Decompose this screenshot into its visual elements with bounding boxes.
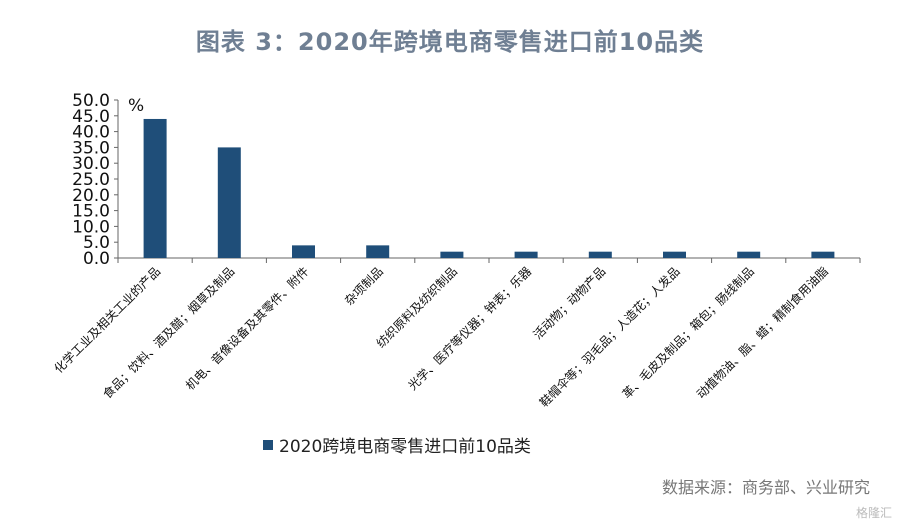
chart-title: 图表 3：2020年跨境电商零售进口前10品类 (195, 28, 705, 56)
y-tick-label: 45.0 (72, 107, 110, 127)
source-note: 数据来源：商务部、兴业研究 (661, 478, 870, 497)
bar (292, 245, 315, 258)
y-tick-label: 35.0 (72, 138, 110, 158)
x-tick-label: 活动物；动物产品 (531, 264, 609, 342)
y-tick-label: 25.0 (72, 170, 110, 190)
legend-label: 2020跨境电商零售进口前10品类 (279, 437, 531, 457)
bar (737, 251, 761, 258)
x-tick-label: 机电、音像设备及其零件、附件 (182, 264, 311, 393)
x-tick-label: 革、毛皮及制品；箱包；肠线制品 (619, 264, 757, 402)
y-tick-label: 30.0 (72, 154, 110, 174)
x-tick-label: 动植物油、脂、蜡；精制食用油脂 (693, 264, 831, 402)
x-tick-label: 杂项制品 (342, 264, 386, 308)
watermark: 格隆汇 (855, 506, 892, 520)
y-axis-unit: % (128, 96, 144, 116)
bar (811, 251, 835, 258)
x-tick-label: 食品；饮料、酒及醋；烟草及制品 (100, 264, 238, 402)
bar (440, 251, 464, 258)
y-tick-label: 15.0 (72, 202, 110, 222)
x-tick-label: 鞋帽伞等；羽毛品；人造花；人发品 (536, 264, 682, 410)
bar (143, 118, 167, 259)
y-tick-label: 50.0 (72, 91, 110, 111)
bar (217, 147, 241, 258)
bar (366, 245, 390, 258)
y-tick-label: 20.0 (72, 186, 110, 206)
y-tick-label: 5.0 (83, 233, 110, 253)
y-tick-label: 10.0 (72, 217, 110, 237)
bar (663, 251, 686, 258)
bar (588, 251, 612, 258)
y-tick-label: 40.0 (72, 123, 110, 143)
x-tick-label: 纺织原料及纺织制品 (374, 264, 460, 350)
legend-swatch (263, 439, 273, 450)
bar (514, 251, 538, 258)
y-tick-label: 0.0 (83, 249, 110, 269)
legend: 2020跨境电商零售进口前10品类 (263, 432, 531, 457)
x-tick-label: 光学、医疗等仪器；钟表；乐器 (405, 264, 534, 393)
